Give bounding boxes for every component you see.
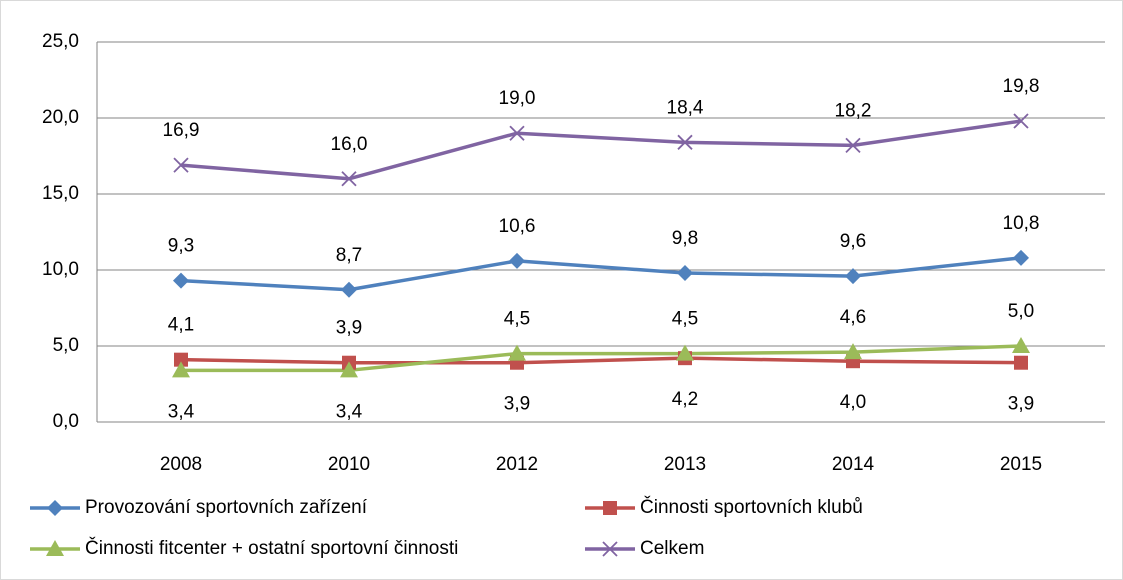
- legend-item: Činnosti fitcenter + ostatní sportovní č…: [30, 537, 458, 559]
- data-label: 9,8: [672, 228, 698, 249]
- marker: [173, 272, 189, 289]
- data-label: 3,9: [1008, 394, 1034, 415]
- data-label: 4,2: [672, 389, 698, 410]
- y-tick-label: 10,0: [42, 259, 79, 280]
- marker: [1012, 337, 1030, 353]
- marker: [845, 268, 861, 285]
- marker: [602, 541, 618, 557]
- series-line: [181, 344, 1022, 373]
- y-tick-label: 5,0: [53, 335, 79, 356]
- x-tick-label: 2014: [832, 454, 875, 475]
- data-label: 18,4: [667, 97, 704, 118]
- legend-label: Činnosti sportovních klubů: [640, 496, 863, 518]
- marker: [509, 252, 525, 269]
- x-tick-label: 2015: [1000, 454, 1042, 475]
- marker: [509, 125, 525, 141]
- data-label: 5,0: [1008, 301, 1034, 322]
- data-label: 10,6: [499, 216, 536, 237]
- marker: [173, 157, 189, 173]
- data-label: 3,4: [168, 401, 195, 422]
- x-tick-label: 2008: [160, 454, 202, 475]
- legend-label: Celkem: [640, 538, 704, 559]
- data-label: 18,2: [835, 100, 872, 121]
- marker: [172, 361, 190, 378]
- y-tick-label: 20,0: [42, 107, 79, 128]
- marker: [1013, 249, 1029, 266]
- y-tick-label: 25,0: [42, 31, 79, 52]
- data-label: 10,8: [1003, 213, 1040, 234]
- marker: [603, 501, 617, 515]
- y-tick-label: 0,0: [53, 411, 79, 432]
- marker: [845, 137, 861, 153]
- data-label: 4,6: [840, 307, 866, 328]
- legend-item: Provozování sportovních zařízení: [30, 497, 368, 518]
- x-tick-label: 2013: [664, 454, 706, 475]
- data-label: 19,0: [499, 88, 536, 109]
- marker: [508, 344, 526, 361]
- data-label: 4,5: [672, 309, 698, 330]
- x-tick-label: 2010: [328, 454, 370, 475]
- data-label: 16,9: [163, 120, 200, 141]
- marker: [676, 344, 694, 361]
- data-label: 4,1: [168, 315, 194, 336]
- legend-item: Činnosti sportovních klubů: [585, 496, 863, 518]
- x-tick-label: 2012: [496, 454, 538, 475]
- data-label: 9,3: [168, 236, 194, 257]
- legend-label: Činnosti fitcenter + ostatní sportovní č…: [85, 537, 458, 559]
- marker: [677, 134, 693, 150]
- data-label: 8,7: [336, 245, 362, 266]
- data-label: 19,8: [1003, 76, 1040, 97]
- data-label: 9,6: [840, 231, 866, 252]
- data-label: 3,4: [336, 401, 363, 422]
- marker: [46, 540, 64, 556]
- marker: [340, 361, 358, 378]
- marker: [47, 500, 63, 516]
- marker: [1013, 113, 1029, 129]
- data-label: 3,9: [504, 394, 530, 415]
- marker: [174, 352, 188, 367]
- marker: [1014, 355, 1028, 370]
- y-tick-label: 15,0: [42, 183, 79, 204]
- series-line: [180, 356, 1022, 365]
- data-label: 3,9: [336, 318, 362, 339]
- data-label: 4,5: [504, 309, 530, 330]
- marker: [844, 343, 862, 360]
- marker: [341, 281, 357, 298]
- legend-item: Celkem: [585, 538, 704, 559]
- legend-label: Provozování sportovních zařízení: [85, 497, 368, 518]
- data-label: 16,0: [331, 134, 368, 155]
- series-line: [180, 256, 1022, 292]
- series-line: [180, 119, 1022, 181]
- marker: [677, 265, 693, 282]
- data-label: 4,0: [840, 392, 866, 413]
- marker: [341, 171, 357, 187]
